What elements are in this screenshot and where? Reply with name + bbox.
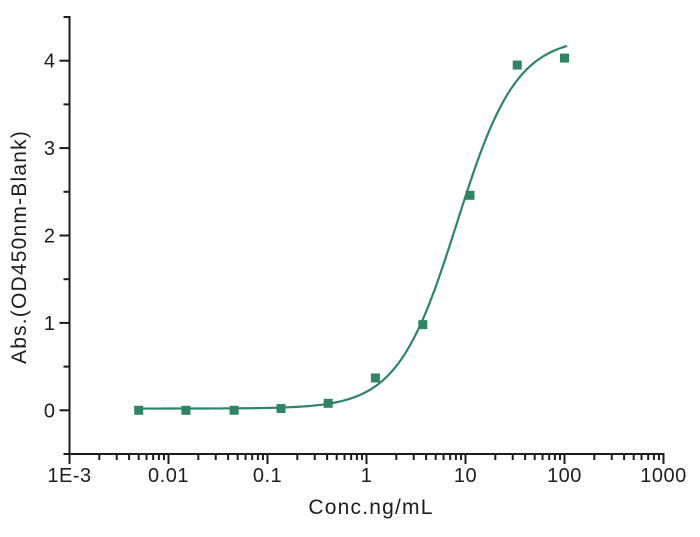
fit-curve (137, 45, 568, 410)
x-tick-label: 0.01 (148, 465, 189, 487)
tick-label-layer: 1E-3 0.01 0.1 1 10 100 1000 0 1 2 3 4 (44, 51, 687, 487)
x-tick-label: 0.1 (253, 465, 282, 487)
x-axis-title: Conc.ng/mL (308, 496, 433, 519)
data-point-marker (134, 405, 144, 415)
data-point-marker (323, 398, 333, 408)
x-tick-label: 100 (547, 465, 582, 487)
data-point-marker (229, 405, 239, 415)
axes-layer (59, 16, 665, 464)
y-tick-label: 4 (44, 51, 56, 73)
y-tick-label: 2 (44, 226, 56, 248)
data-series-layer (134, 53, 569, 415)
data-point-marker (181, 405, 191, 415)
y-axis-title: Abs.(OD450nm-Blank) (8, 130, 31, 364)
x-tick-label: 10 (454, 465, 477, 487)
x-tick-label: 1E-3 (47, 465, 91, 487)
data-point-marker (418, 320, 428, 330)
fit-curve-layer (137, 45, 568, 410)
y-tick-label: 0 (44, 400, 56, 422)
data-point-marker (465, 190, 475, 200)
x-tick-label: 1 (361, 465, 373, 487)
data-point-marker (512, 60, 522, 70)
y-tick-label: 1 (44, 313, 56, 335)
data-point-marker (276, 404, 286, 414)
x-tick-label: 1000 (640, 465, 687, 487)
data-point-marker (370, 373, 380, 383)
data-point-marker (560, 53, 569, 63)
y-tick-label: 3 (44, 138, 56, 160)
